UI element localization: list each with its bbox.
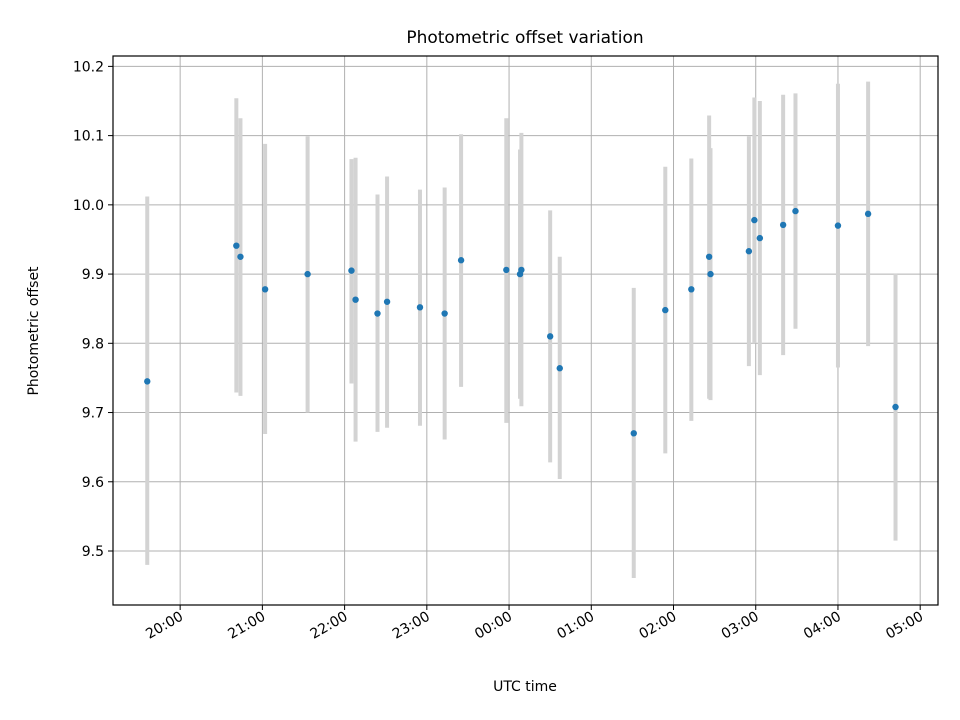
x-axis-label: UTC time [493, 679, 557, 695]
data-point [383, 298, 391, 305]
data-point [662, 306, 669, 314]
data-point [237, 253, 244, 260]
data-point [707, 270, 714, 278]
data-point [834, 222, 842, 229]
data-point [745, 248, 753, 255]
data-point [546, 333, 554, 340]
y-axis-ticks: 9.5 9.6 9.7 9.8 9.9 10.0 10.1 10.2 [73, 59, 113, 560]
data-point [503, 266, 510, 274]
y-tick-label: 9.8 [82, 336, 104, 352]
data-points [144, 207, 899, 437]
data-point [688, 286, 695, 293]
y-tick-label: 9.9 [82, 267, 104, 283]
plot-frame [112, 55, 939, 606]
data-point [756, 234, 764, 242]
data-point [352, 296, 359, 303]
data-point [416, 304, 424, 311]
data-point [751, 216, 758, 224]
data-point [374, 310, 381, 317]
data-point [864, 210, 872, 218]
grid-lines [113, 56, 938, 605]
data-point [144, 378, 151, 385]
data-point [304, 270, 311, 278]
data-point [705, 253, 713, 260]
data-point [233, 242, 240, 249]
data-point [779, 221, 787, 229]
y-tick-label: 10.1 [73, 129, 104, 145]
data-point [792, 207, 799, 215]
data-point [556, 365, 563, 372]
y-tick-label: 9.7 [82, 406, 104, 422]
data-point [892, 403, 899, 411]
data-point [457, 257, 465, 264]
y-axis-label: Photometric offset [26, 266, 42, 396]
data-point [441, 310, 448, 317]
data-point [348, 267, 355, 274]
data-point [261, 286, 269, 293]
data-point [630, 430, 637, 437]
y-tick-label: 10.0 [73, 198, 104, 214]
chart-title: Photometric offset variation [406, 28, 643, 48]
y-tick-label: 10.2 [73, 59, 104, 75]
y-tick-label: 9.6 [82, 475, 104, 491]
data-point [518, 266, 525, 274]
y-tick-label: 9.5 [82, 544, 104, 560]
